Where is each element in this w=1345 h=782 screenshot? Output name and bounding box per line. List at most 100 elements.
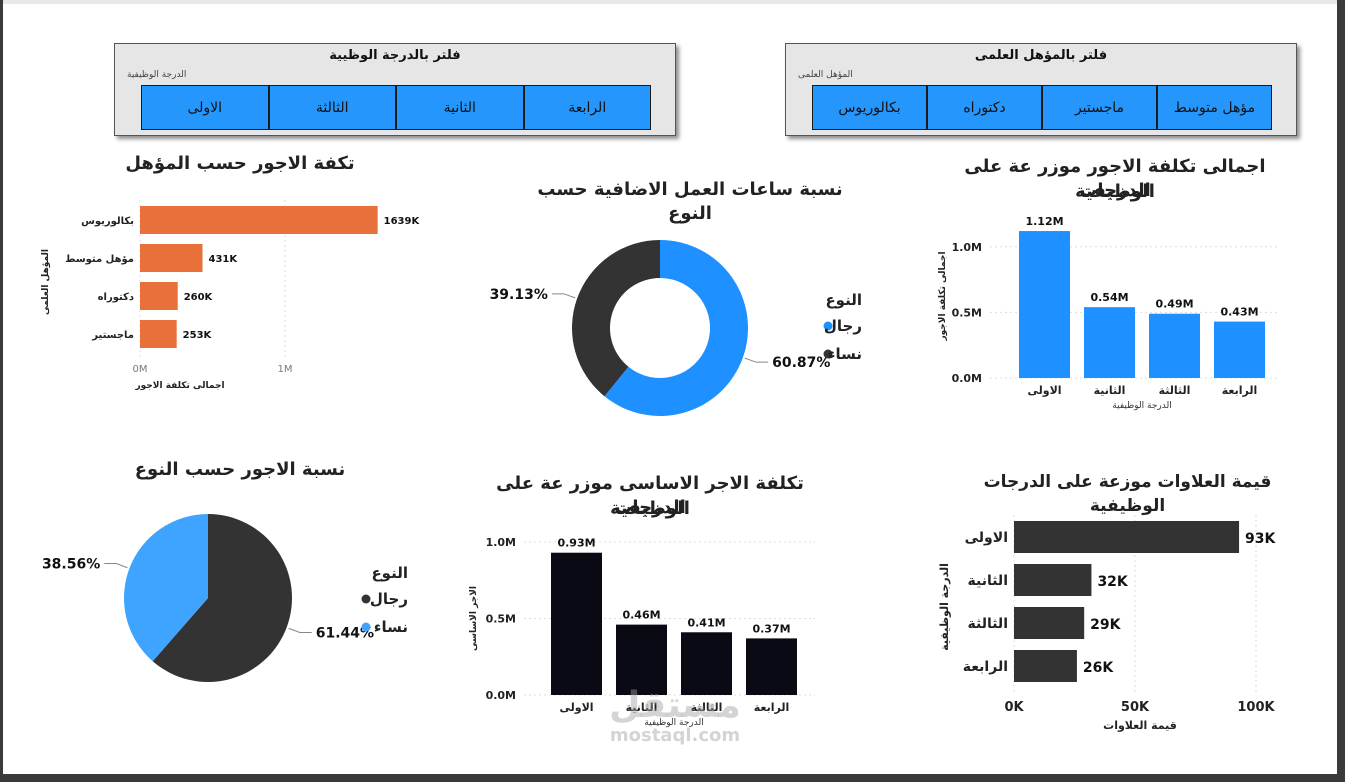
qualification-button-doctorate[interactable]: دكتوراه <box>927 85 1042 130</box>
bonus_by_grade-bar <box>1014 564 1092 596</box>
basic_by_grade-category-label: الرابعة <box>754 701 790 714</box>
wages_by_qual-category-label: دكتوراه <box>98 292 134 303</box>
bonus_by_grade-category-label: الاولى <box>965 530 1008 546</box>
overtime-by-gender-title: نسبة ساعات العمل الاضافية حسب النوع <box>537 179 843 224</box>
overtime_by_gender-slice <box>604 240 748 416</box>
frame-left <box>0 0 3 782</box>
watermark: مستقل mostaql.com <box>609 685 741 746</box>
overtime_by_gender-slice <box>572 240 660 397</box>
wages_by_qual-x-tick-label: 0M <box>133 364 148 375</box>
wages_by_grade-y-axis-label: اجمالى تكلفة الاجور <box>938 251 948 341</box>
wages_by_qual-value-label: 1639K <box>384 216 421 227</box>
wages_by_grade-bar <box>1149 313 1200 378</box>
bonus_by_grade-value-label: 32K <box>1097 574 1128 590</box>
bonus_by_grade-bar <box>1014 650 1077 682</box>
basic_by_grade-value-label: 0.93M <box>557 537 595 550</box>
wages_by_gender-slice <box>123 514 208 662</box>
wages-by-qualification-title: تكفة الاجور حسب المؤهل <box>125 153 355 174</box>
wages_by_grade-x-axis-label: الدرجة الوظيفية <box>1112 401 1171 411</box>
wages_by_qual-y-axis-label: المؤهل العلمى <box>41 249 51 315</box>
wages_by_qual-x-tick-label: 1M <box>278 364 293 375</box>
bonus_by_grade-x-axis-label: قيمة العلاوات <box>1103 719 1177 732</box>
basic_by_grade-category-label: الاولى <box>559 701 593 714</box>
basic_by_grade-bar <box>551 552 602 695</box>
wages-by-grade-title-line2: الوظيفية <box>1075 181 1155 202</box>
grade-button-second[interactable]: الثانية <box>396 85 524 130</box>
wages_by_qual-x-axis-label: اجمالى تكلفة الاجور <box>134 381 224 391</box>
wages_by_qual-bar <box>140 206 378 234</box>
frame-right <box>1337 0 1345 782</box>
wages_by_qual-bar <box>140 320 177 348</box>
wages_by_qual-bar <box>140 282 178 310</box>
wages_by_grade-value-label: 0.49M <box>1155 298 1193 311</box>
basic_by_grade-y-tick-label: 0.5M <box>486 613 516 626</box>
wages_by_gender-legend-swatch <box>361 594 371 604</box>
wages_by_grade-category-label: الثالثة <box>1159 384 1191 397</box>
bonus_by_grade-value-label: 26K <box>1083 660 1114 676</box>
bonus_by_grade-category-label: الثالثة <box>968 616 1009 632</box>
wages_by_grade-category-label: الرابعة <box>1222 384 1258 397</box>
basic_by_grade-bar <box>746 638 797 695</box>
wages_by_grade-value-label: 0.54M <box>1090 291 1128 304</box>
wages_by_qual-category-label: بكالوريوس <box>81 216 134 227</box>
grade-button-third[interactable]: الثالثة <box>268 85 396 130</box>
bonus_by_grade-value-label: 29K <box>1090 617 1121 633</box>
basic_by_grade-bar <box>616 624 667 695</box>
basic_by_grade-value-label: 0.46M <box>622 609 660 622</box>
overtime_by_gender-legend-title: النوع <box>825 291 862 309</box>
frame-top <box>0 0 1345 4</box>
overtime_by_gender-leader-line <box>551 293 576 299</box>
wages_by_gender-slice-label: 61.44% <box>316 625 374 641</box>
overtime_by_gender-legend-swatch <box>823 349 833 359</box>
wages-by-gender-title: نسبة الاجور حسب النوع <box>134 459 346 480</box>
wages_by_grade-y-tick-label: 1.0M <box>952 241 982 254</box>
overtime_by_gender-leader-line <box>744 357 769 363</box>
grade-button-first[interactable]: الاولى <box>141 85 269 130</box>
wages_by_qual-category-label: مؤهل متوسط <box>65 254 134 265</box>
wages_by_gender-legend-label: رجال <box>370 590 408 608</box>
wages_by_gender-legend-title: النوع <box>371 564 408 582</box>
wages_by_gender-slice-label: 38.56% <box>42 557 100 573</box>
bonus_by_grade-bar <box>1014 607 1085 639</box>
grade-slicer: فلتر بالدرجة الوظيية الدرجة الوظيفية الا… <box>114 43 676 136</box>
wages_by_grade-bar <box>1214 321 1265 378</box>
bonus_by_grade-x-tick-label: 50K <box>1121 700 1150 715</box>
overtime_by_gender-slice-label: 60.87% <box>772 355 830 371</box>
basic_by_grade-y-tick-label: 1.0M <box>486 536 516 549</box>
wages_by_grade-value-label: 0.43M <box>1220 306 1258 319</box>
wages_by_qual-bar <box>140 244 203 272</box>
bonus-by-grade-title: قيمة العلاوات موزعة على الدرجات الوظيفية <box>983 472 1272 516</box>
qualification-button-master[interactable]: ماجستير <box>1042 85 1157 130</box>
basic_by_grade-y-tick-label: 0.0M <box>486 689 516 702</box>
wages_by_qual-value-label: 253K <box>183 330 213 341</box>
grade-button-fourth[interactable]: الرابعة <box>523 85 651 130</box>
qualification-button-intermediate[interactable]: مؤهل متوسط <box>1157 85 1272 130</box>
wages_by_gender-legend-swatch <box>361 622 371 632</box>
wages_by_gender-leader-line <box>288 627 312 633</box>
wages_by_grade-y-tick-label: 0.5M <box>952 306 982 319</box>
overtime_by_gender-legend-label: رجال <box>824 317 862 335</box>
grade-slicer-title: فلتر بالدرجة الوظيية <box>329 48 461 63</box>
basic-by-grade-title-line1: تكلفة الاجر الاساسى موزر عة على الدرجات <box>496 473 804 518</box>
wages_by_grade-category-label: الثانية <box>1094 384 1126 397</box>
bonus_by_grade-category-label: الثانية <box>968 573 1009 589</box>
basic_by_grade-y-axis-label: الاجر الاساسى <box>469 586 479 651</box>
bonus_by_grade-x-tick-label: 0K <box>1004 700 1024 715</box>
basic_by_grade-bar <box>681 632 732 695</box>
wages_by_grade-bar <box>1019 231 1070 378</box>
qualification-slicer: فلتر بالمؤهل العلمى المؤهل العلمى بكالور… <box>785 43 1297 136</box>
frame-bottom <box>0 774 1345 782</box>
basic_by_grade-value-label: 0.37M <box>752 622 790 635</box>
wages_by_grade-value-label: 1.12M <box>1025 215 1063 228</box>
qualification-button-bachelor[interactable]: بكالوريوس <box>812 85 927 130</box>
bonus_by_grade-category-label: الرابعة <box>963 659 1008 675</box>
basic_by_grade-category-label: الثالثة <box>691 701 723 714</box>
basic_by_grade-value-label: 0.41M <box>687 616 725 629</box>
wages_by_qual-category-label: ماجستير <box>91 330 134 341</box>
basic-by-grade-title-line2: الوظيفية <box>610 498 690 519</box>
overtime_by_gender-legend-label: نساء <box>828 345 862 363</box>
basic_by_grade-x-axis-label: الدرجة الوظيفية <box>644 718 703 728</box>
overtime_by_gender-legend-swatch <box>823 321 833 331</box>
wages_by_gender-slice <box>152 514 292 682</box>
